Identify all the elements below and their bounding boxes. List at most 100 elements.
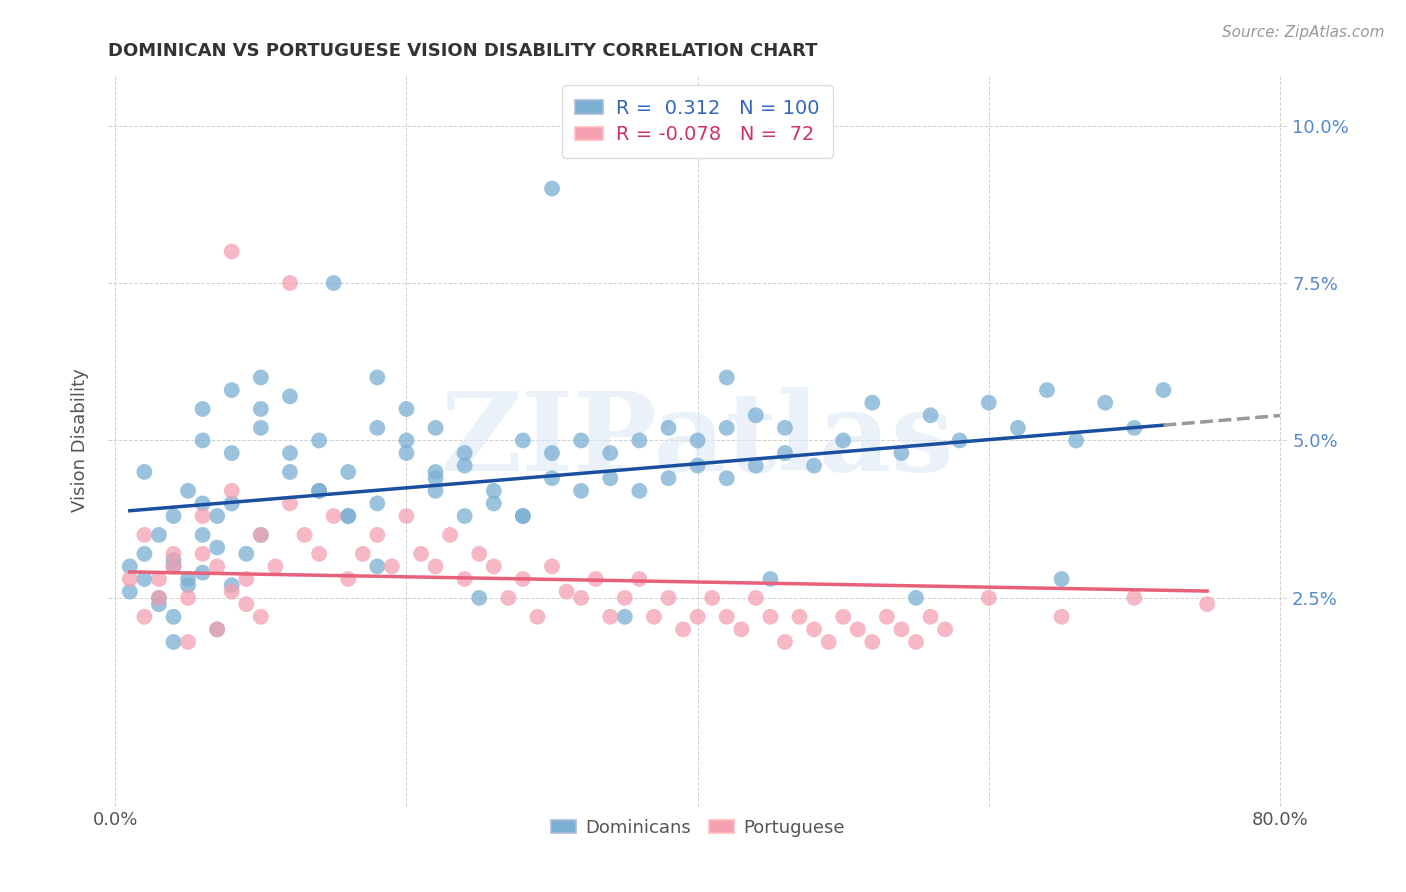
Point — [628, 483, 651, 498]
Point — [278, 465, 301, 479]
Point — [134, 528, 156, 542]
Point — [177, 578, 200, 592]
Point — [337, 465, 360, 479]
Point — [686, 434, 709, 448]
Point — [949, 434, 972, 448]
Point — [613, 591, 636, 605]
Point — [657, 421, 679, 435]
Point — [468, 547, 491, 561]
Point — [439, 528, 461, 542]
Point — [235, 547, 257, 561]
Point — [134, 609, 156, 624]
Point — [322, 276, 344, 290]
Point — [832, 609, 855, 624]
Point — [482, 483, 505, 498]
Point — [235, 597, 257, 611]
Point — [613, 609, 636, 624]
Point — [118, 559, 141, 574]
Point — [730, 623, 752, 637]
Point — [337, 509, 360, 524]
Point — [395, 434, 418, 448]
Point — [191, 566, 214, 580]
Point — [541, 446, 564, 460]
Point — [920, 409, 942, 423]
Point — [205, 509, 228, 524]
Point — [599, 471, 621, 485]
Point — [585, 572, 607, 586]
Point — [134, 547, 156, 561]
Point — [162, 635, 184, 649]
Point — [789, 609, 811, 624]
Point — [177, 483, 200, 498]
Point — [294, 528, 316, 542]
Point — [425, 559, 447, 574]
Text: DOMINICAN VS PORTUGUESE VISION DISABILITY CORRELATION CHART: DOMINICAN VS PORTUGUESE VISION DISABILIT… — [108, 42, 817, 60]
Legend: Dominicans, Portuguese: Dominicans, Portuguese — [543, 812, 852, 844]
Point — [745, 458, 768, 473]
Point — [381, 559, 404, 574]
Point — [672, 623, 695, 637]
Point — [773, 446, 796, 460]
Point — [716, 471, 738, 485]
Point — [759, 609, 782, 624]
Point — [482, 496, 505, 510]
Point — [569, 591, 592, 605]
Point — [541, 559, 564, 574]
Point — [453, 572, 475, 586]
Point — [832, 434, 855, 448]
Point — [599, 609, 621, 624]
Point — [118, 572, 141, 586]
Point — [278, 276, 301, 290]
Point — [1123, 421, 1146, 435]
Point — [366, 496, 388, 510]
Point — [308, 483, 330, 498]
Point — [1094, 395, 1116, 409]
Point — [453, 446, 475, 460]
Point — [191, 547, 214, 561]
Point — [162, 609, 184, 624]
Point — [250, 421, 273, 435]
Point — [803, 623, 825, 637]
Point — [890, 623, 912, 637]
Point — [148, 591, 170, 605]
Point — [860, 395, 883, 409]
Point — [177, 572, 200, 586]
Point — [395, 509, 418, 524]
Text: Source: ZipAtlas.com: Source: ZipAtlas.com — [1222, 25, 1385, 40]
Point — [221, 446, 243, 460]
Point — [134, 572, 156, 586]
Point — [191, 434, 214, 448]
Point — [657, 471, 679, 485]
Point — [904, 635, 927, 649]
Point — [308, 434, 330, 448]
Point — [702, 591, 724, 605]
Point — [425, 471, 447, 485]
Point — [482, 559, 505, 574]
Point — [134, 465, 156, 479]
Point — [512, 509, 534, 524]
Point — [890, 446, 912, 460]
Point — [221, 584, 243, 599]
Point — [643, 609, 665, 624]
Point — [512, 509, 534, 524]
Point — [250, 609, 273, 624]
Point — [118, 584, 141, 599]
Point — [1050, 609, 1073, 624]
Point — [977, 591, 1000, 605]
Point — [205, 559, 228, 574]
Point — [366, 421, 388, 435]
Point — [498, 591, 520, 605]
Point — [148, 572, 170, 586]
Point — [250, 528, 273, 542]
Point — [1064, 434, 1087, 448]
Point — [569, 434, 592, 448]
Point — [352, 547, 374, 561]
Point — [1007, 421, 1029, 435]
Point — [250, 401, 273, 416]
Point — [162, 509, 184, 524]
Point — [278, 446, 301, 460]
Point — [177, 635, 200, 649]
Point — [1197, 597, 1219, 611]
Point — [759, 572, 782, 586]
Point — [191, 509, 214, 524]
